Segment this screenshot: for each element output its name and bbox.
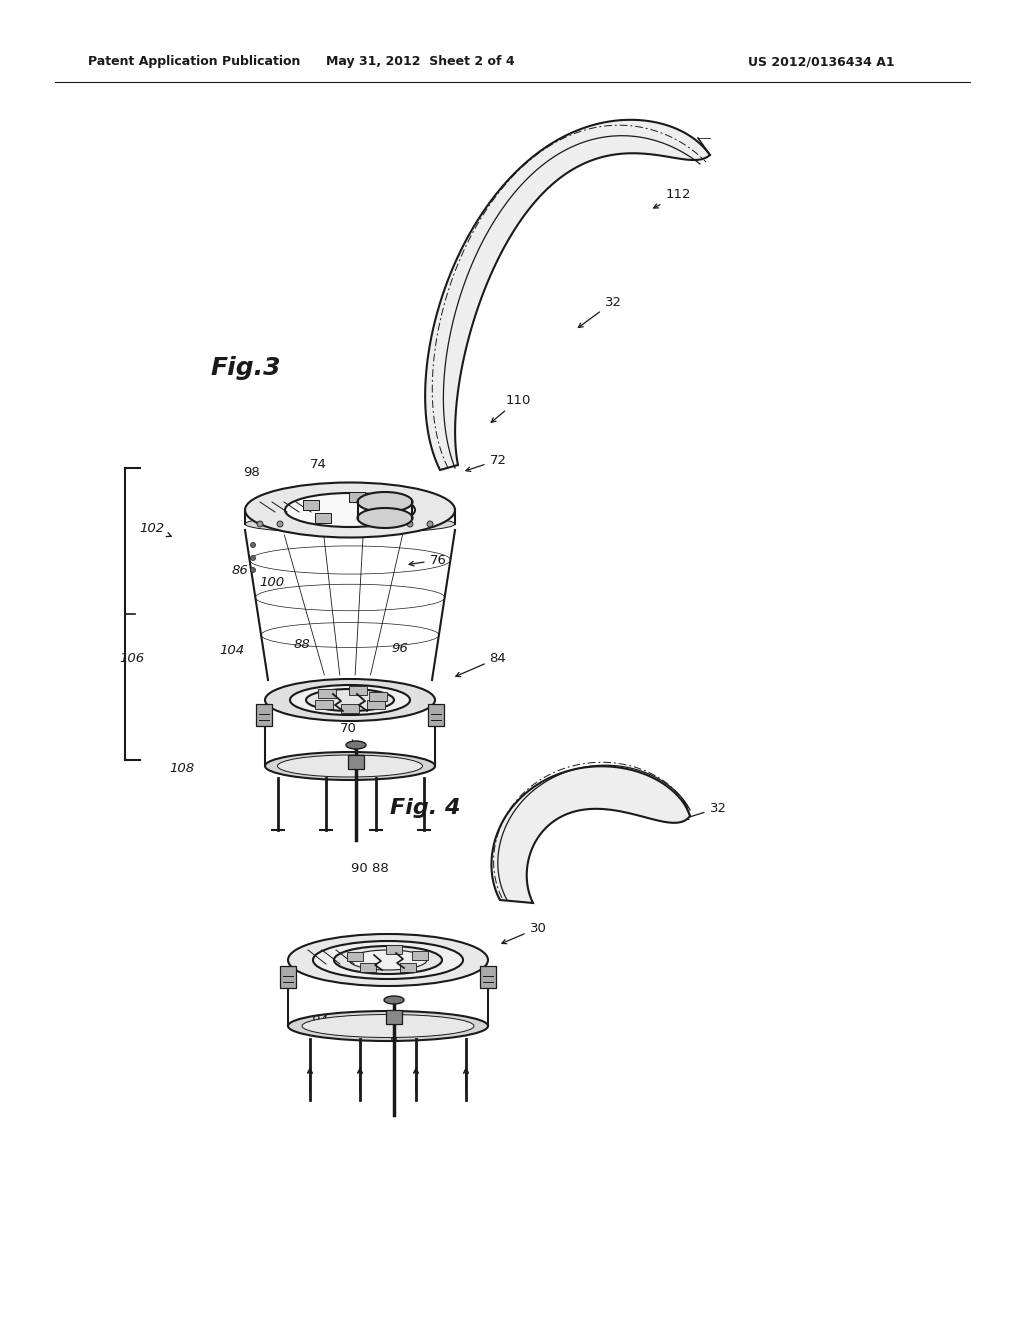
Circle shape <box>251 543 256 548</box>
Ellipse shape <box>349 950 427 970</box>
Ellipse shape <box>306 689 394 711</box>
Ellipse shape <box>245 483 455 537</box>
Text: US 2012/0136434 A1: US 2012/0136434 A1 <box>748 55 895 69</box>
Polygon shape <box>386 945 402 954</box>
Bar <box>480 966 496 987</box>
Circle shape <box>251 568 256 573</box>
Polygon shape <box>400 964 416 973</box>
Circle shape <box>257 521 263 527</box>
Ellipse shape <box>357 492 413 512</box>
Text: 106: 106 <box>120 652 144 664</box>
Polygon shape <box>492 767 690 903</box>
Ellipse shape <box>278 755 423 777</box>
Text: 88: 88 <box>294 639 310 652</box>
Text: 96: 96 <box>391 642 409 655</box>
Text: 78: 78 <box>284 701 300 714</box>
Circle shape <box>278 521 283 527</box>
Text: 102: 102 <box>139 521 171 537</box>
Text: May 31, 2012  Sheet 2 of 4: May 31, 2012 Sheet 2 of 4 <box>326 55 514 69</box>
Text: 74: 74 <box>309 458 327 470</box>
Polygon shape <box>349 492 366 502</box>
Ellipse shape <box>313 941 463 979</box>
Text: 30: 30 <box>502 921 547 944</box>
Ellipse shape <box>290 685 410 715</box>
Text: 86: 86 <box>231 564 249 577</box>
Ellipse shape <box>302 1015 474 1038</box>
Text: 100: 100 <box>259 576 285 589</box>
Polygon shape <box>412 950 428 960</box>
Text: 94: 94 <box>311 1014 329 1027</box>
Ellipse shape <box>288 1011 488 1041</box>
Polygon shape <box>347 952 364 961</box>
Polygon shape <box>341 704 359 713</box>
Text: 108: 108 <box>169 762 195 775</box>
Text: Fig. 4: Fig. 4 <box>390 799 461 818</box>
Ellipse shape <box>285 492 415 527</box>
Circle shape <box>407 521 413 527</box>
Circle shape <box>251 556 256 561</box>
Ellipse shape <box>265 678 435 721</box>
Polygon shape <box>359 964 376 973</box>
Ellipse shape <box>357 508 413 528</box>
Text: 104: 104 <box>219 644 245 656</box>
Polygon shape <box>379 498 394 508</box>
Polygon shape <box>369 513 385 523</box>
Text: 84: 84 <box>456 652 507 677</box>
Ellipse shape <box>265 752 435 780</box>
Text: 32: 32 <box>684 801 726 820</box>
Text: 72: 72 <box>466 454 507 471</box>
Ellipse shape <box>384 997 404 1005</box>
Ellipse shape <box>334 946 442 974</box>
Bar <box>256 704 272 726</box>
Text: 90 88: 90 88 <box>351 862 389 874</box>
Polygon shape <box>318 689 336 698</box>
Text: Fig.3: Fig.3 <box>210 356 281 380</box>
Text: 110: 110 <box>492 393 530 422</box>
Bar <box>428 704 444 726</box>
Polygon shape <box>370 692 387 701</box>
Bar <box>386 1010 402 1024</box>
Text: 32: 32 <box>579 296 622 327</box>
Text: 98: 98 <box>244 466 260 479</box>
Bar <box>280 966 296 987</box>
Text: 112: 112 <box>653 189 691 209</box>
Text: Patent Application Publication: Patent Application Publication <box>88 55 300 69</box>
Polygon shape <box>302 500 318 510</box>
Text: 70: 70 <box>340 722 357 751</box>
Bar <box>348 755 364 770</box>
Polygon shape <box>367 700 385 709</box>
Circle shape <box>427 521 433 527</box>
Ellipse shape <box>288 935 488 986</box>
Polygon shape <box>349 686 367 696</box>
Text: 76: 76 <box>410 553 446 566</box>
Ellipse shape <box>245 515 455 533</box>
Polygon shape <box>315 700 333 709</box>
Polygon shape <box>315 513 331 523</box>
Ellipse shape <box>346 741 366 748</box>
Polygon shape <box>425 120 710 470</box>
